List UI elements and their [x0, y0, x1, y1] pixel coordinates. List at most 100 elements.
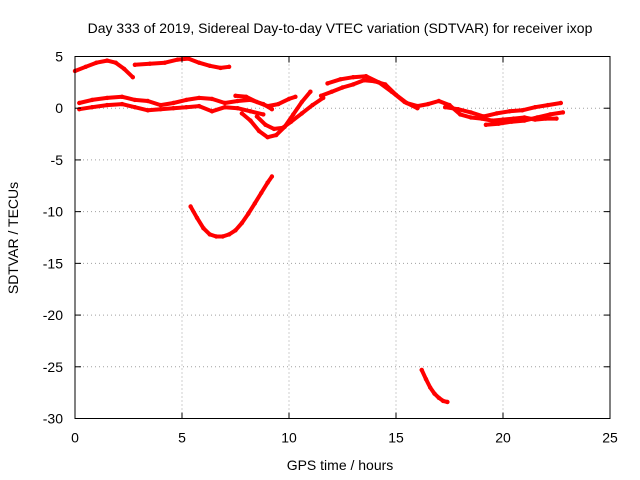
data-point — [147, 61, 153, 66]
data-point — [248, 118, 253, 123]
data-point — [440, 398, 446, 404]
y-axis-label: SDTVAR / TECUs — [5, 182, 21, 294]
data-point — [145, 108, 150, 113]
series-arc-16-17h — [419, 367, 450, 404]
data-point — [318, 93, 324, 99]
y-tick-label: -20 — [43, 307, 63, 323]
data-point — [254, 114, 260, 119]
data-point — [494, 111, 499, 116]
data-point — [280, 125, 285, 131]
data-point — [104, 102, 110, 108]
data-point — [201, 226, 206, 231]
data-point — [274, 132, 279, 138]
data-point — [507, 109, 512, 114]
data-point — [490, 118, 495, 123]
data-point — [246, 211, 251, 216]
data-point — [265, 180, 270, 185]
x-tick-label: 0 — [71, 430, 79, 446]
data-point — [468, 115, 474, 120]
data-point — [194, 215, 200, 220]
data-point — [158, 102, 163, 108]
data-point — [436, 98, 441, 104]
series-tail-18-23 — [443, 101, 563, 119]
data-point — [263, 122, 268, 128]
series-band-zero-a — [77, 94, 274, 112]
data-point — [158, 107, 163, 112]
data-point — [235, 98, 240, 104]
data-point — [458, 112, 463, 117]
data-point — [196, 60, 202, 65]
data-point — [545, 102, 551, 108]
data-point — [162, 60, 168, 65]
data-point — [299, 99, 304, 105]
data-point — [522, 118, 527, 123]
data-point — [248, 109, 253, 114]
data-point — [483, 122, 489, 128]
data-point — [175, 57, 180, 62]
data-point — [329, 89, 334, 94]
data-point — [428, 385, 433, 390]
data-point — [256, 128, 262, 134]
data-point — [415, 106, 420, 111]
data-point — [432, 391, 437, 396]
data-point — [235, 106, 240, 111]
data-point — [119, 94, 125, 100]
data-point — [132, 105, 138, 110]
chart-title: Day 333 of 2019, Sidereal Day-to-day VTE… — [88, 20, 593, 36]
data-point — [77, 100, 82, 106]
data-point — [104, 58, 110, 63]
data-point — [130, 75, 135, 80]
data-point — [233, 228, 238, 233]
data-point — [509, 119, 514, 124]
data-point — [226, 64, 232, 70]
data-point — [455, 107, 461, 112]
data-point — [261, 112, 266, 117]
data-point — [443, 105, 448, 110]
data-point — [340, 85, 345, 90]
data-series — [72, 56, 566, 405]
data-point — [145, 98, 150, 104]
data-point — [554, 116, 559, 121]
data-point — [218, 65, 223, 71]
data-point — [89, 105, 95, 110]
data-point — [481, 114, 486, 119]
data-point — [445, 399, 450, 405]
data-point — [239, 220, 245, 226]
data-point — [222, 100, 227, 106]
data-point — [560, 110, 566, 115]
data-point — [244, 94, 249, 100]
data-point — [233, 93, 238, 99]
data-point — [402, 99, 407, 105]
x-tick-label: 10 — [281, 430, 297, 446]
data-point — [254, 99, 260, 105]
data-point — [338, 77, 343, 82]
y-tick-label: -5 — [51, 152, 64, 168]
data-point — [220, 234, 225, 239]
data-point — [558, 100, 563, 106]
data-point — [113, 60, 118, 65]
data-point — [196, 103, 202, 109]
data-point — [209, 96, 215, 102]
data-point — [122, 66, 127, 72]
data-point — [196, 95, 202, 101]
data-point — [389, 89, 394, 94]
data-point — [171, 100, 176, 106]
data-point — [214, 234, 219, 239]
y-tick-label: -25 — [43, 359, 63, 375]
data-point — [207, 63, 212, 68]
data-point — [188, 204, 193, 209]
data-point — [310, 102, 315, 108]
data-point — [77, 107, 82, 112]
data-point — [226, 232, 232, 237]
data-point — [132, 97, 138, 103]
data-point — [184, 97, 189, 103]
data-point — [436, 395, 441, 400]
data-point — [351, 82, 356, 87]
data-point — [171, 106, 176, 111]
data-point — [271, 126, 277, 132]
data-point — [363, 74, 369, 79]
data-point — [239, 111, 245, 116]
data-point — [207, 232, 212, 237]
data-point — [186, 56, 191, 61]
